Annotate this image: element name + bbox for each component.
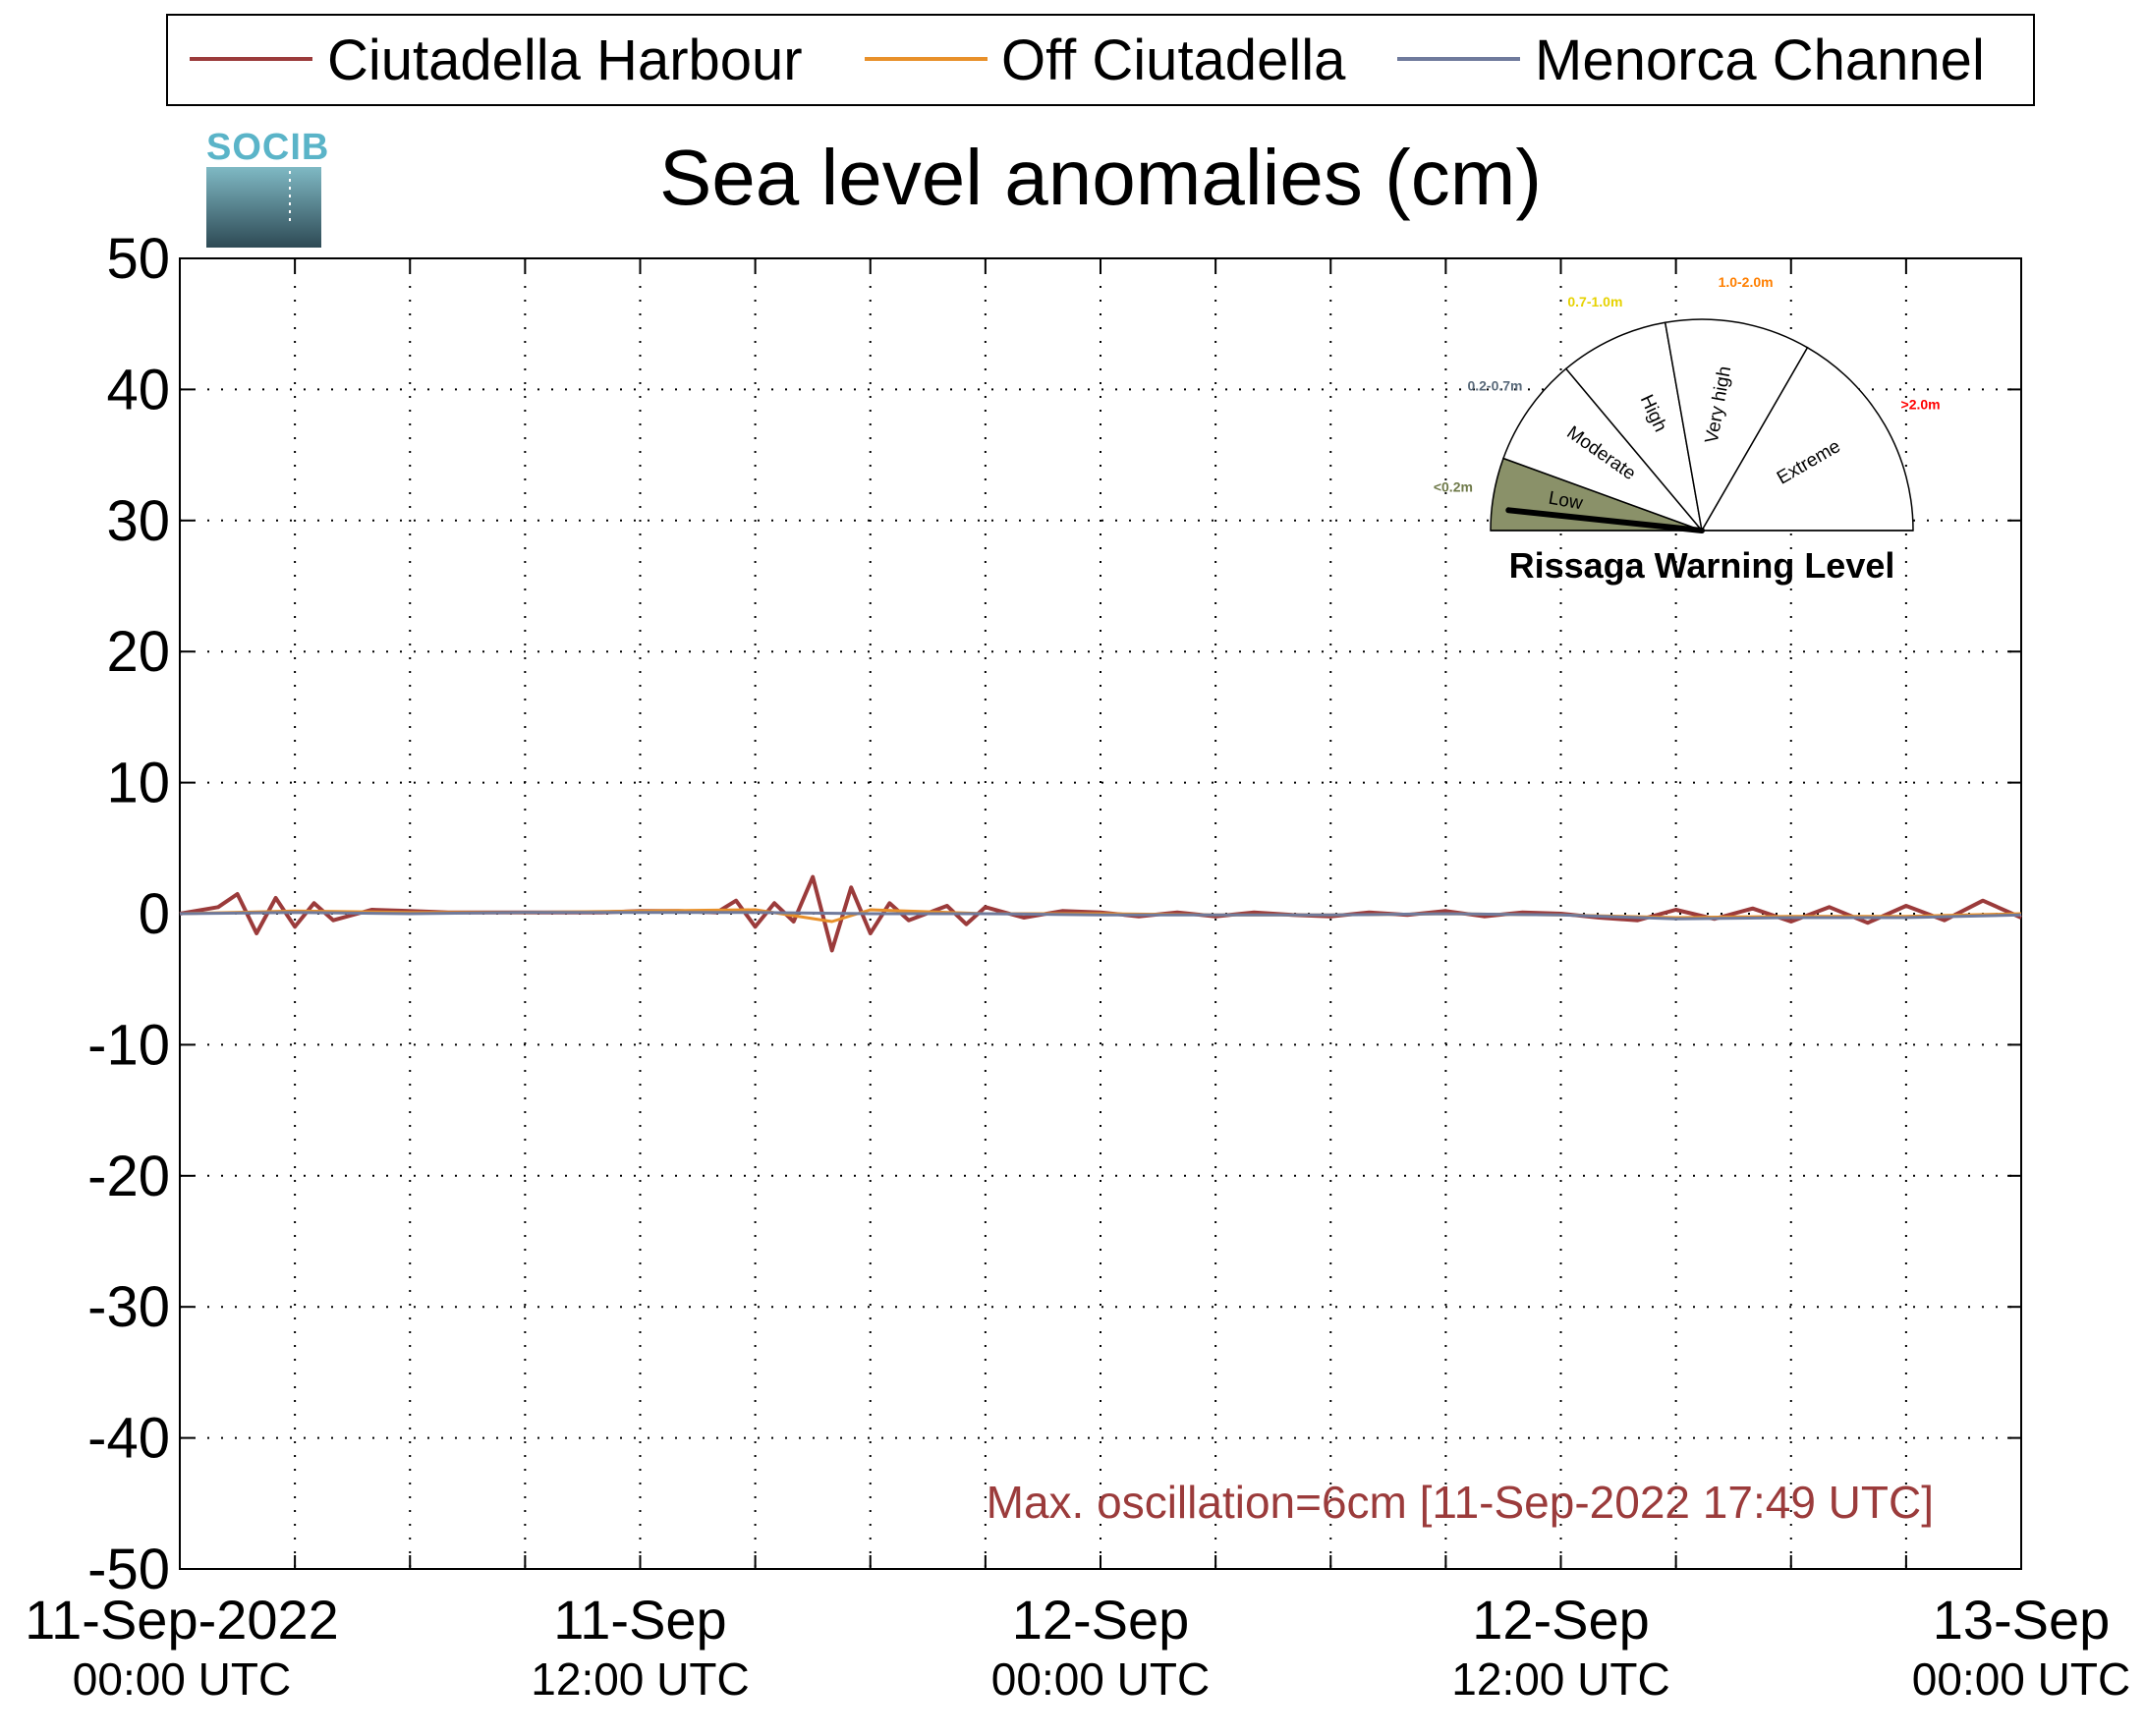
gauge-range-label-low: <0.2m [1434,478,1473,494]
y-tick-label: 20 [106,620,170,684]
logo-text: SOCIB [206,127,329,168]
gauge-range-label-extreme: >2.0m [1901,397,1941,413]
socib-logo: SOCIB [206,127,329,248]
max-oscillation-annotation: Max. oscillation=6cm [11-Sep-2022 17:49 … [987,1477,1934,1528]
rissaga-warning-gauge: Low<0.2mModerate0.2-0.7mHigh0.7-1.0mVery… [1434,274,1941,586]
legend-label-menorca-channel: Menorca Channel [1535,28,1985,92]
y-tick-label: -50 [87,1538,170,1601]
gauge-title: Rissaga Warning Level [1509,545,1895,586]
x-tick-label-date: 12-Sep [1472,1589,1650,1651]
gauge-needle [1505,507,1705,533]
gauge-range-label-very-high: 1.0-2.0m [1719,274,1774,290]
legend-label-off-ciutadella: Off Ciutadella [1001,28,1346,92]
y-tick-label: 0 [139,882,170,946]
x-tick-label-date: 11-Sep-2022 [25,1589,339,1651]
y-tick-label: 50 [106,227,170,291]
chart-title: Sea level anomalies (cm) [659,134,1542,221]
x-tick-label-time: 00:00 UTC [73,1653,291,1705]
gauge-sector-extreme [1700,346,1914,532]
y-tick-label: -30 [87,1275,170,1339]
gauge-range-label-moderate: 0.2-0.7m [1467,378,1522,394]
x-tick-label-date: 12-Sep [1012,1589,1190,1651]
y-tick-label: -20 [87,1145,170,1208]
x-tick-label-time: 12:00 UTC [1451,1653,1669,1705]
series-group [179,874,2022,953]
gauge-range-label-high: 0.7-1.0m [1567,294,1622,309]
y-tick-label: 10 [106,752,170,815]
y-tick-label: -10 [87,1013,170,1077]
gauge-sector-very-high [1664,318,1809,533]
logo-block [206,167,321,248]
legend: Ciutadella Harbour Off Ciutadella Menorc… [166,14,2035,106]
legend-label-ciutadella-harbour: Ciutadella Harbour [327,28,803,92]
y-axis: 50 40 30 20 10 0 -10 -20 -30 -40 -50 [87,227,2021,1601]
y-tick-label: 30 [106,489,170,553]
gauge-sector-high [1564,321,1704,533]
x-tick-label-date: 11-Sep [553,1589,726,1651]
y-tick-label: -40 [87,1407,170,1471]
x-tick-label-time: 12:00 UTC [531,1653,749,1705]
x-tick-label-time: 00:00 UTC [1912,1653,2130,1705]
legend-box [166,14,2035,106]
y-tick-label: 40 [106,358,170,421]
gauge-sector-moderate [1502,367,1705,532]
x-tick-label-time: 00:00 UTC [991,1653,1210,1705]
series-line-menorca-channel [179,911,2022,921]
x-tick-label-date: 13-Sep [1933,1589,2111,1651]
